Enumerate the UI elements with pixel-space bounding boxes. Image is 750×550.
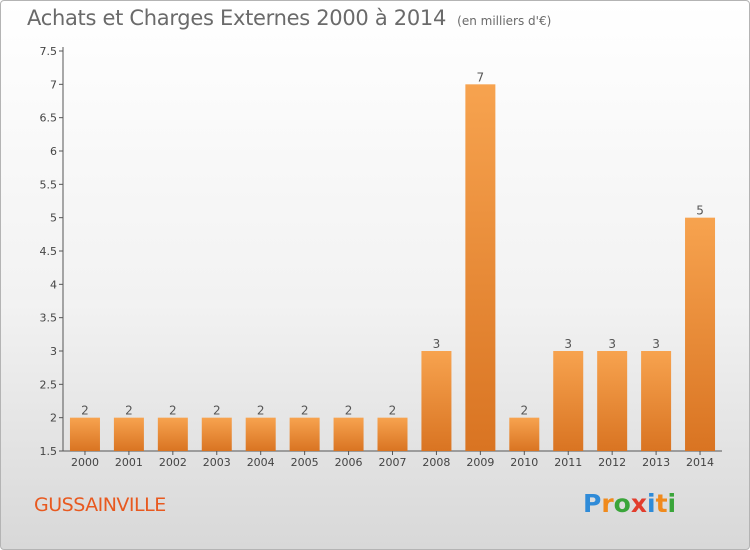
y-tick-label: 5 <box>50 212 57 225</box>
data-label-2007: 2 <box>389 404 397 418</box>
x-tick-label: 2001 <box>115 456 143 469</box>
x-tick-label: 2005 <box>291 456 319 469</box>
data-label-2002: 2 <box>169 404 177 418</box>
x-tick-label: 2003 <box>203 456 231 469</box>
bars <box>69 84 716 451</box>
data-labels: 2 2 2 2 2 2 2 2 3 7 2 3 3 3 5 <box>81 70 704 417</box>
bar-2000 <box>69 417 100 451</box>
bar-2014 <box>685 217 716 451</box>
x-tick-label: 2010 <box>510 456 538 469</box>
data-label-2013: 3 <box>652 337 660 351</box>
bar-2007 <box>377 417 408 451</box>
y-tick-label: 4 <box>50 278 57 291</box>
y-tick-label: 7 <box>50 78 57 91</box>
x-tick-label: 2006 <box>335 456 363 469</box>
x-tick-label: 2008 <box>422 456 450 469</box>
data-label-2006: 2 <box>345 404 353 418</box>
data-label-2003: 2 <box>213 404 221 418</box>
bar-2008 <box>421 351 452 451</box>
bar-2004 <box>245 417 276 451</box>
logo-letter: t <box>655 489 668 518</box>
chart-title: Achats et Charges Externes 2000 à 2014 <box>27 6 447 30</box>
data-label-2008: 3 <box>433 337 441 351</box>
bar-2006 <box>333 417 364 451</box>
bar-2011 <box>553 351 584 451</box>
bar-2013 <box>641 351 672 451</box>
bar-2002 <box>157 417 188 451</box>
x-tick-label: 2002 <box>159 456 187 469</box>
y-tick-label: 6.5 <box>40 112 58 125</box>
chart-title-block: Achats et Charges Externes 2000 à 2014 (… <box>27 6 551 30</box>
x-tick-label: 2013 <box>642 456 670 469</box>
x-tick-label: 2009 <box>466 456 494 469</box>
bar-2003 <box>201 417 232 451</box>
x-tick-label: 2014 <box>686 456 714 469</box>
data-label-2010: 2 <box>520 404 528 418</box>
logo-letter: P <box>583 489 602 518</box>
logo-letter: o <box>613 489 631 518</box>
data-label-2005: 2 <box>301 404 309 418</box>
y-tick-label: 5.5 <box>40 178 58 191</box>
y-tick-label: 2 <box>50 412 57 425</box>
data-label-2009: 7 <box>477 70 485 84</box>
x-tick-label: 2004 <box>247 456 275 469</box>
data-label-2012: 3 <box>608 337 616 351</box>
bar-2001 <box>113 417 144 451</box>
commune-name: GUSSAINVILLE <box>34 494 166 516</box>
data-label-2014: 5 <box>696 204 704 218</box>
data-label-2004: 2 <box>257 404 265 418</box>
data-label-2011: 3 <box>564 337 572 351</box>
bar-2005 <box>289 417 320 451</box>
logo-letter: r <box>601 489 614 518</box>
bar-2010 <box>509 417 540 451</box>
y-tick-label: 6 <box>50 145 57 158</box>
data-label-2000: 2 <box>81 404 89 418</box>
y-tick-label: 3.5 <box>40 312 58 325</box>
logo-letter: x <box>630 489 647 518</box>
x-tick-label: 2011 <box>554 456 582 469</box>
data-label-2001: 2 <box>125 404 133 418</box>
logo-letter: i <box>667 489 677 518</box>
y-tick-label: 7.5 <box>40 45 58 58</box>
logo-letter: i <box>647 489 656 518</box>
bar-2012 <box>597 351 628 451</box>
x-tick-label: 2012 <box>598 456 626 469</box>
y-tick-label: 2.5 <box>40 378 58 391</box>
x-tick-label: 2000 <box>71 456 99 469</box>
bar-2009 <box>465 84 496 451</box>
y-tick-label: 1.5 <box>40 445 58 458</box>
proxiti-logo: Proxiti <box>583 489 676 518</box>
y-tick-label: 4.5 <box>40 245 58 258</box>
y-tick-label: 3 <box>50 345 57 358</box>
chart-subtitle: (en milliers d'€) <box>457 14 552 28</box>
x-tick-label: 2007 <box>379 456 407 469</box>
